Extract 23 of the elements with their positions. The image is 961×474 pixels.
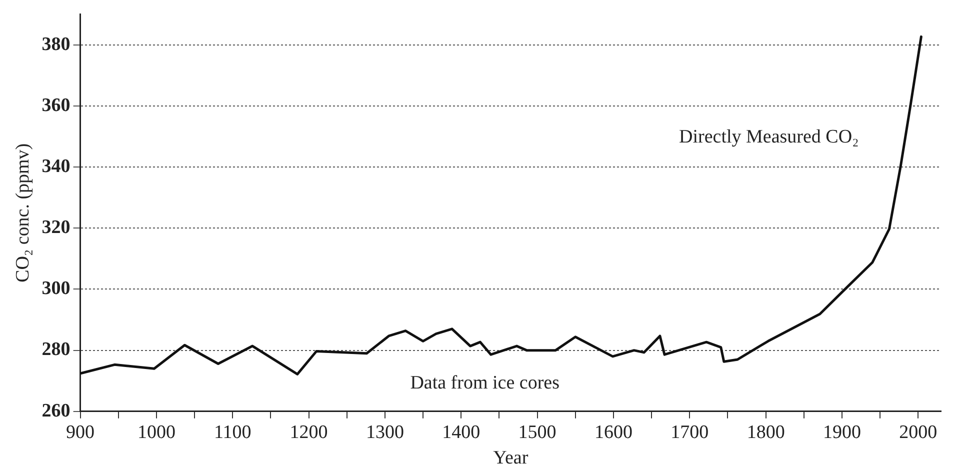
y-tick-label: 280 <box>42 339 70 360</box>
x-tick-label: 1600 <box>594 422 632 443</box>
x-tick-label: 1700 <box>670 422 709 443</box>
x-axis-title: Year <box>493 448 529 469</box>
y-tick-label: 360 <box>42 94 70 116</box>
x-tick-label: 1000 <box>137 422 176 443</box>
y-tick-label: 300 <box>42 278 70 300</box>
x-tick-label: 1500 <box>518 422 556 443</box>
y-tick-label: 380 <box>42 34 70 55</box>
x-tick-label: 1900 <box>822 422 861 443</box>
x-tick-label: 2000 <box>899 422 938 443</box>
y-tick-label: 260 <box>42 400 70 422</box>
x-tick-label: 1400 <box>442 422 480 443</box>
x-tick-label: 1200 <box>290 422 328 443</box>
x-tick-label: 900 <box>66 422 95 443</box>
x-tick-label: 1300 <box>366 422 404 443</box>
y-tick-label: 340 <box>42 156 70 177</box>
annotation: Data from ice cores <box>410 372 560 394</box>
y-axis-title: CO₂ conc. (ppmv) <box>12 143 34 282</box>
x-tick-label: 1100 <box>214 422 252 443</box>
annotation: Directly Measured CO₂ <box>679 126 859 148</box>
x-tick-label: 1800 <box>746 422 785 443</box>
y-tick-label: 320 <box>42 217 70 238</box>
